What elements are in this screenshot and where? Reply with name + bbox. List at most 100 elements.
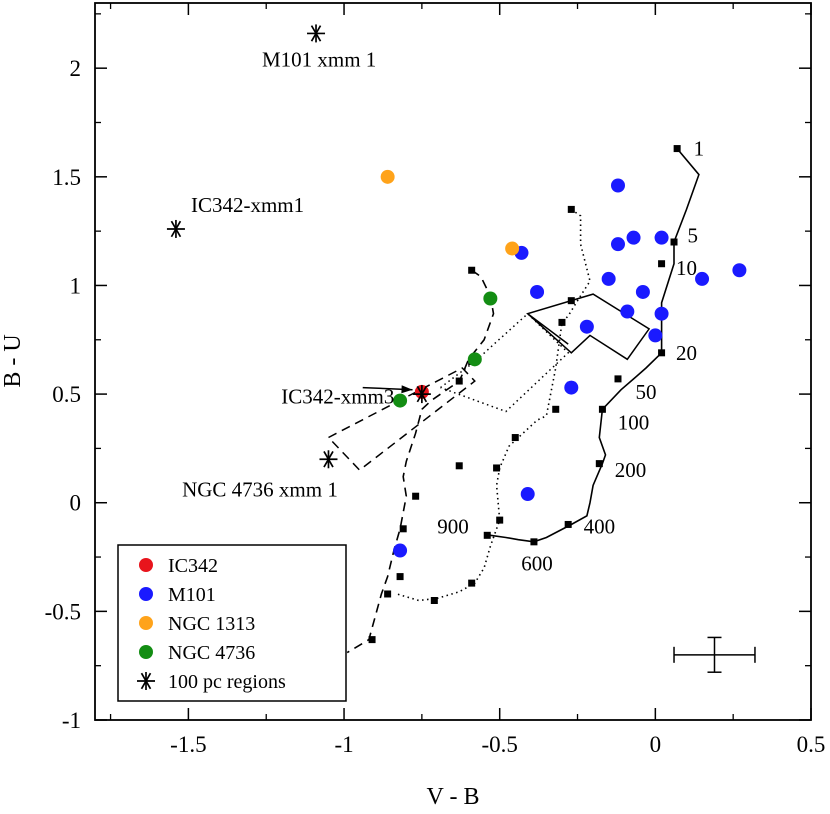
- ngc-1313-point: [505, 241, 520, 256]
- solid-track-marker: [658, 260, 666, 268]
- dotted-track-marker: [493, 464, 501, 472]
- legend-box: [117, 544, 347, 702]
- dotted-box: [440, 312, 570, 413]
- dashed-track-marker: [468, 266, 476, 274]
- annotation-label: 20: [676, 341, 697, 365]
- legend: IC342 M101 NGC 1313 NGC 4736 100 pc regions: [117, 544, 347, 702]
- m101-point: [732, 263, 747, 278]
- ngc-4736-point: [467, 352, 482, 367]
- annotation-label: 400: [584, 515, 616, 539]
- m101-point: [620, 304, 635, 319]
- m101-point: [520, 487, 535, 502]
- y-axis-title: B - U: [0, 334, 26, 387]
- solid-track-marker: [658, 349, 666, 357]
- annotation-label: 200: [615, 458, 647, 482]
- m101-point: [530, 284, 545, 299]
- annotation-label: 100: [618, 410, 650, 434]
- dotted-track-marker: [430, 597, 438, 604]
- legend-marker-100-pc-regions: [137, 672, 155, 690]
- 100-pc-regions-point: [307, 24, 326, 43]
- 100-pc-regions-point: [412, 385, 431, 404]
- x-tick-label: -1.5: [170, 732, 206, 757]
- annotation-label: 10: [676, 256, 697, 280]
- m101-point: [635, 284, 650, 299]
- m101-point: [601, 271, 616, 286]
- annotation-label: IC342-xmm1: [191, 193, 304, 217]
- axes-layer: -1.5 -1 -0.5 0 0.5 -1 -0.5 0 0.5 1 1.5 2: [45, 2, 826, 757]
- y-tick-label: -0.5: [45, 599, 81, 624]
- arrow-head: [401, 385, 413, 394]
- m101-point: [610, 178, 625, 193]
- plot-frame: [94, 2, 812, 721]
- x-tick-label: -1: [334, 732, 353, 757]
- annotation-label: 600: [521, 552, 553, 576]
- legend-label-ngc-4736: NGC 4736: [168, 642, 255, 664]
- x-tick-label: -0.5: [481, 732, 517, 757]
- y-tick-label: 0: [70, 491, 82, 516]
- solid-track-marker: [483, 531, 491, 539]
- points-layer: [166, 24, 747, 558]
- dashed-track-marker: [396, 573, 404, 581]
- m101-point: [610, 237, 625, 252]
- m101-point: [648, 328, 663, 343]
- solid-track-marker: [673, 145, 681, 153]
- y-tick-label: 1.5: [52, 165, 81, 190]
- dashed-track-marker: [455, 462, 463, 470]
- m101-point: [695, 271, 710, 286]
- dotted-track-marker: [558, 318, 566, 326]
- legend-marker-m101: [139, 587, 153, 601]
- m101-point: [626, 230, 641, 245]
- solid-track-marker: [530, 538, 538, 546]
- solid-box: [526, 293, 651, 361]
- y-tick-label: 1: [70, 273, 82, 298]
- m101-point: [564, 380, 579, 395]
- dotted-track-marker: [552, 405, 560, 413]
- m101-point: [393, 543, 408, 558]
- dotted-track-marker: [567, 297, 575, 305]
- solid-track-marker: [595, 460, 603, 468]
- dashed-track-marker: [368, 636, 376, 644]
- legend-label-100-pc-regions: 100 pc regions: [168, 671, 286, 693]
- legend-label-m101: M101: [168, 584, 216, 606]
- dotted-track-marker: [567, 205, 575, 213]
- dashed-box: [327, 367, 476, 472]
- dashed-track-marker: [412, 492, 420, 500]
- m101-point: [654, 230, 669, 245]
- x-tick-label: 0.5: [797, 732, 826, 757]
- annotation-label: 1: [694, 137, 705, 161]
- legend-marker-ngc-1313: [139, 616, 153, 630]
- dashed-track-marker: [399, 525, 407, 533]
- dotted-track-marker: [468, 579, 476, 587]
- annotation-label: 5: [687, 223, 698, 247]
- x-axis-title: V - B: [427, 784, 480, 810]
- boxes-layer: [327, 293, 651, 472]
- legend-marker-ngc-4736: [139, 645, 153, 659]
- track-markers-layer: [368, 145, 681, 644]
- m101-point: [579, 319, 594, 334]
- ngc-4736-point: [393, 393, 408, 408]
- y-tick-label: -1: [62, 708, 81, 733]
- 100-pc-regions-point: [319, 450, 338, 469]
- x-tick-label: 0: [650, 732, 662, 757]
- annotation-label: 900: [437, 515, 469, 539]
- dashed-track-marker: [384, 590, 392, 598]
- m101-point: [654, 306, 669, 321]
- 100-pc-regions-point: [166, 219, 185, 238]
- solid-track-marker: [614, 375, 622, 383]
- legend-marker-ic342: [139, 558, 153, 572]
- dashed-track: [346, 269, 495, 654]
- dotted-track-marker: [496, 516, 504, 524]
- dotted-track-marker: [511, 434, 519, 442]
- solid-track-marker: [598, 405, 606, 413]
- annotation-label: M101 xmm 1: [262, 47, 376, 71]
- solid-track-marker: [564, 520, 572, 528]
- y-tick-label: 2: [70, 56, 82, 81]
- annotation-label: 50: [636, 380, 657, 404]
- annotation-label: NGC 4736 xmm 1: [182, 478, 338, 502]
- ngc-4736-point: [483, 291, 498, 306]
- solid-track-marker: [670, 238, 678, 246]
- dashed-track-marker: [455, 377, 463, 385]
- legend-label-ic342: IC342: [168, 555, 218, 577]
